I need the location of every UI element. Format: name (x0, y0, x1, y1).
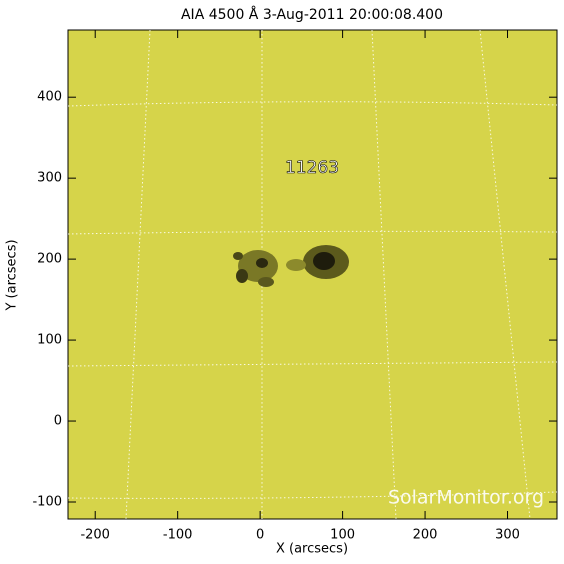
x-tick-label: -100 (163, 528, 193, 543)
grid-parallel (67, 101, 558, 107)
chart-title: AIA 4500 Å 3-Aug-2011 20:00:08.400 (181, 6, 443, 23)
region-label: 11263 (285, 158, 339, 178)
x-tick-label: 300 (495, 528, 520, 543)
y-tick-label: 100 (37, 333, 62, 348)
y-tick-label: 400 (37, 90, 62, 105)
x-tick-label: 100 (330, 528, 355, 543)
umbra (236, 269, 248, 283)
grid-parallel (67, 491, 558, 499)
sunspots (233, 245, 349, 287)
umbra (233, 252, 243, 260)
y-tick-label: 200 (37, 252, 62, 267)
umbra (313, 252, 335, 270)
watermark: SolarMonitor.org (388, 487, 544, 509)
penumbra (286, 259, 306, 271)
y-tick-label: -100 (32, 494, 62, 509)
y-tick-label: 0 (54, 414, 62, 429)
grid-parallel (67, 361, 558, 367)
y-tick-label: 300 (37, 171, 62, 186)
x-tick-label: 0 (256, 528, 264, 543)
grid-meridian (125, 29, 151, 520)
x-axis-label: X (arcsecs) (276, 542, 348, 557)
grid-meridian (371, 29, 397, 520)
x-tick-label: -200 (80, 528, 110, 543)
y-axis-label: Y (arcsecs) (5, 239, 20, 311)
penumbra (258, 277, 274, 287)
umbra (256, 258, 268, 268)
grid-parallel (67, 230, 558, 235)
x-tick-label: 200 (413, 528, 438, 543)
